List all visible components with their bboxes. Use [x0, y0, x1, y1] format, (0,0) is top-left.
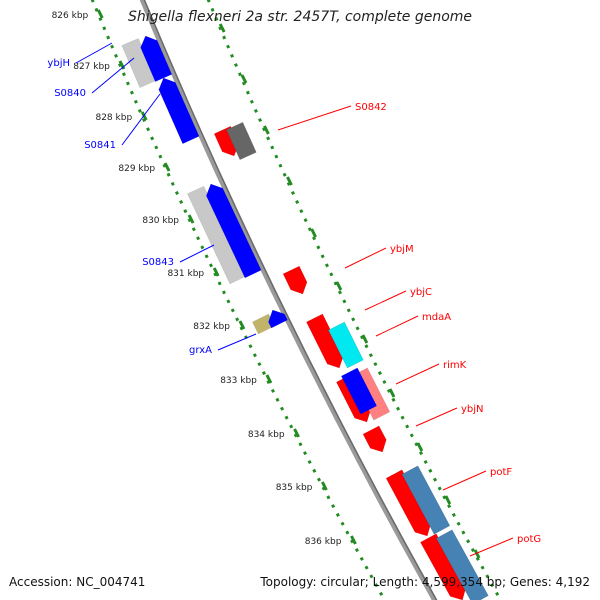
gene-label-S0842[interactable]: S0842 — [355, 102, 387, 113]
kbp-tick — [238, 320, 246, 330]
kbp-tick — [293, 428, 300, 438]
label-layer: S0842 ybjM ybjC mdaA rimK ybjN potF potG ybjH S08… — [47, 42, 541, 557]
gene-arrow-S0840 — [140, 35, 173, 82]
gene-arrow-ybjM — [282, 265, 308, 295]
leader-line-ybjC — [364, 290, 407, 311]
gene-label-potF[interactable]: potF — [490, 467, 512, 478]
leader-line-S0842 — [277, 105, 352, 131]
kbp-label: 832 kbp — [193, 322, 230, 332]
outer-kbp-tick — [444, 495, 452, 505]
gene-label-potG[interactable]: potG — [517, 534, 541, 545]
kbp-label: 829 kbp — [118, 164, 155, 174]
gene-arrow-grxA — [268, 309, 288, 329]
inner-scale-ring — [90, 0, 387, 600]
gene-arrow-potG-b — [435, 529, 489, 600]
kbp-tick — [118, 60, 126, 70]
gene-label-rimK[interactable]: rimK — [443, 360, 467, 371]
outer-kbp-tick — [361, 334, 369, 344]
kbp-tick — [350, 535, 357, 545]
gene-label-ybjN[interactable]: ybjN — [461, 404, 484, 415]
kbp-tick — [212, 267, 220, 277]
gene-arrow-mdaA — [328, 321, 364, 369]
orf-dark-1 — [226, 121, 257, 161]
map-title: Shigella flexneri 2a str. 2457T, complet… — [127, 9, 473, 25]
genome-summary-text: Topology: circular; Length: 4,599,354 bp… — [260, 575, 590, 589]
outer-kbp-tick — [240, 74, 248, 84]
kbp-label: 835 kbp — [276, 483, 313, 493]
gene-arrow-S0841 — [158, 77, 200, 145]
gene-label-S0841[interactable]: S0841 — [84, 140, 116, 151]
gene-label-grxA[interactable]: grxA — [189, 345, 212, 356]
kbp-label: 827 kbp — [73, 62, 110, 72]
kbp-label: 831 kbp — [167, 269, 204, 279]
outer-kbp-tick — [473, 549, 481, 559]
kbp-tick — [265, 374, 273, 384]
gene-label-ybjC[interactable]: ybjC — [410, 287, 432, 298]
leader-line-grxA — [217, 333, 257, 351]
leader-line-rimK — [395, 363, 440, 385]
leader-line-ybjM — [344, 247, 387, 269]
gene-arrow-ybjN-b — [340, 367, 378, 415]
leader-line-ybjH — [75, 42, 113, 64]
genome-backbone-edge — [143, 0, 438, 600]
gene-arrow-ybjN — [362, 425, 387, 453]
leader-line-S0840 — [91, 57, 135, 94]
backbone-layer — [139, 0, 438, 600]
kbp-label: 833 kbp — [220, 376, 257, 386]
kbp-label: 830 kbp — [142, 216, 179, 226]
leader-line-S0841 — [121, 93, 161, 146]
gene-label-S0843[interactable]: S0843 — [142, 257, 174, 268]
outer-kbp-tick — [416, 442, 424, 452]
outer-scale-ring — [206, 0, 503, 600]
gene-label-ybjH[interactable]: ybjH — [47, 58, 70, 69]
kbp-label: 836 kbp — [305, 537, 342, 547]
kbp-tick — [187, 214, 195, 224]
genome-backbone — [139, 0, 438, 600]
outer-kbp-tick — [218, 23, 226, 33]
scale-ring-layer: 826 kbp 827 kbp 828 kbp 829 kbp 830 kbp 831 k… — [52, 0, 503, 600]
leader-line-potG — [469, 537, 514, 557]
gene-label-mdaA[interactable]: mdaA — [422, 312, 451, 323]
outer-kbp-tick — [286, 176, 293, 186]
gene-label-S0840[interactable]: S0840 — [54, 88, 86, 99]
kbp-tick — [163, 162, 171, 172]
kbp-tick — [321, 481, 328, 491]
leader-line-ybjN — [415, 407, 458, 427]
leader-line-mdaA — [375, 315, 419, 337]
gene-arrow-potF-b — [401, 465, 451, 535]
outer-kbp-tick — [335, 281, 343, 291]
outer-kbp-tick — [263, 125, 270, 135]
outer-kbp-tick — [310, 228, 317, 238]
gene-arrow-S0843 — [206, 183, 262, 279]
accession-text: Accession: NC_004741 — [9, 575, 146, 589]
leader-line-S0843 — [179, 244, 215, 263]
kbp-label: 826 kbp — [52, 11, 89, 21]
kbp-tick — [96, 9, 104, 19]
kbp-label: 828 kbp — [95, 113, 132, 123]
outer-kbp-tick — [388, 388, 396, 398]
kbp-label: 834 kbp — [248, 430, 285, 440]
leader-line-potF — [442, 470, 487, 491]
gene-label-ybjM[interactable]: ybjM — [390, 244, 414, 255]
feature-layer — [121, 35, 489, 600]
